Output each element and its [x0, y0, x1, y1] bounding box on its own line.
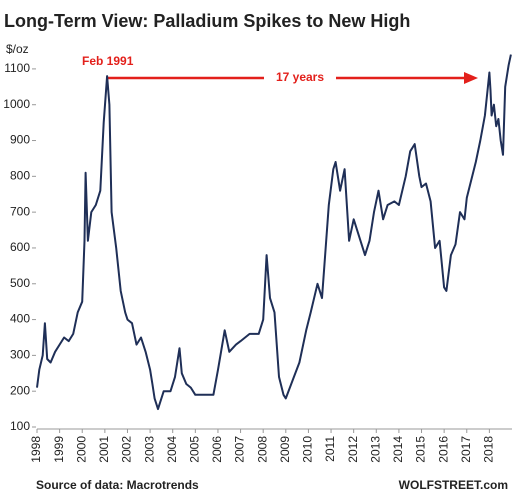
- y-tick-label: 800: [10, 169, 30, 183]
- y-tick-label: 300: [10, 348, 30, 362]
- watermark: WOLFSTREET.com: [399, 478, 508, 492]
- x-tick-label: 2014: [391, 436, 405, 463]
- y-tick-label: 1100: [4, 61, 30, 75]
- x-tick-label: 2002: [120, 436, 134, 463]
- x-tick-label: 2008: [255, 436, 269, 463]
- x-tick-label: 2018: [482, 436, 496, 463]
- x-tick-label: 2003: [142, 436, 156, 463]
- x-tick-label: 2006: [210, 436, 224, 463]
- x-tick-label: 2016: [436, 436, 450, 463]
- annotation-arrow: [106, 72, 478, 84]
- x-tick-label: 2013: [368, 436, 382, 463]
- x-tick-label: 1998: [29, 436, 43, 463]
- annotation: 17 years: [276, 70, 324, 84]
- arrow-head: [464, 72, 478, 84]
- annotation: Feb 1991: [82, 54, 134, 68]
- x-tick-label: 1999: [52, 436, 66, 463]
- x-tick-label: 2010: [301, 436, 315, 463]
- x-tick-label: 2017: [459, 436, 473, 463]
- x-tick-label: 2009: [278, 436, 292, 463]
- y-tick-label: 1000: [3, 97, 30, 111]
- price-line: [36, 54, 512, 411]
- x-tick-label: 2001: [97, 436, 111, 463]
- y-tick-label: 100: [10, 419, 30, 433]
- y-tick-label: 600: [10, 240, 30, 254]
- x-tick-label: 2000: [74, 436, 88, 463]
- x-tick-label: 2004: [165, 436, 179, 463]
- x-tick-label: 2005: [188, 436, 202, 463]
- y-tick-label: 400: [10, 312, 30, 326]
- x-tick-label: 2015: [414, 436, 428, 463]
- chart-title: Long-Term View: Palladium Spikes to New …: [4, 11, 410, 31]
- y-axis-label: $/oz: [6, 42, 29, 56]
- y-tick-label: 900: [10, 133, 30, 147]
- y-tick-label: 200: [10, 383, 30, 397]
- source-note: Source of data: Macrotrends: [36, 478, 199, 492]
- x-tick-label: 2007: [233, 436, 247, 463]
- y-tick-label: 700: [10, 204, 30, 218]
- x-tick-label: 2012: [346, 436, 360, 463]
- y-tick-label: 500: [10, 276, 30, 290]
- x-tick-label: 2011: [323, 436, 337, 462]
